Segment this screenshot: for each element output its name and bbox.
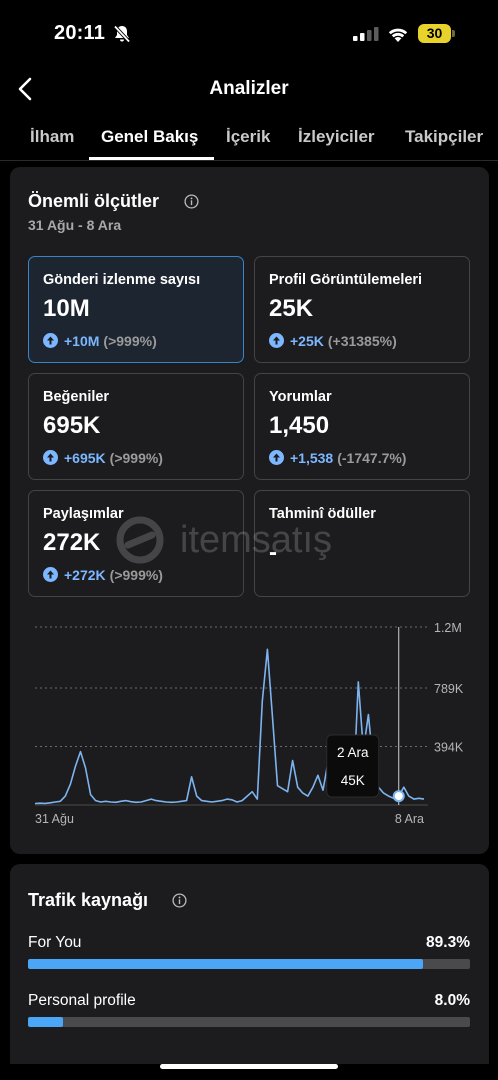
metric-value: 272K (43, 529, 101, 556)
metric-label: Yorumlar (269, 389, 332, 405)
traffic-source-title: Trafik kaynağı (28, 890, 149, 910)
chart-x-tick-label: 31 Ağu (35, 812, 74, 826)
metric-card-profile-views[interactable]: Profil Görüntülemeleri 25K +25K (+31385%) (254, 256, 470, 363)
status-time: 20:11 (54, 22, 106, 44)
traffic-source-name: Personal profile (28, 992, 136, 1009)
home-indicator (160, 1064, 338, 1069)
metric-card-comments[interactable]: Yorumlar 1,450 +1,538 (-1747.7%) (254, 373, 470, 480)
traffic-progress-fill (28, 959, 423, 969)
traffic-source-name: For You (28, 934, 82, 951)
back-arrow-icon[interactable] (14, 76, 38, 102)
arrow-up-icon (43, 333, 58, 348)
metric-value: 695K (43, 412, 101, 439)
metric-delta: +25K (290, 333, 324, 349)
chart-selected-point (392, 790, 405, 803)
chart-tooltip (326, 734, 380, 798)
arrow-up-icon (43, 450, 58, 465)
nav-header: Analizler (0, 64, 498, 114)
traffic-progress-bar (28, 959, 470, 969)
metric-delta: +272K (64, 567, 106, 583)
metric-change: +272K (>999%) (43, 567, 163, 583)
chart-tooltip-date: 2 Ara (337, 745, 369, 760)
metric-delta: +1,538 (290, 450, 334, 466)
metric-label: Beğeniler (43, 389, 110, 405)
metric-change: +25K (+31385%) (269, 333, 397, 349)
key-metrics-panel: Önemli ölçütler 31 Ağu - 8 Ara Gönderi i… (10, 167, 489, 854)
active-tab-indicator (89, 157, 214, 160)
tab-ilham[interactable]: İlham (30, 127, 75, 146)
metric-label: Profil Görüntülemeleri (269, 272, 423, 288)
chart-y-tick-label: 1.2M (434, 621, 462, 635)
battery-level: 30 (426, 25, 443, 41)
cellular-signal-icon (353, 27, 379, 41)
traffic-source-percent: 89.3% (426, 934, 470, 951)
tab-bar: İlham Genel Bakış İçerik İzleyiciler Tak… (0, 114, 498, 161)
watermark-text: itemsatış (180, 519, 332, 561)
metric-change: +1,538 (-1747.7%) (269, 450, 406, 466)
traffic-source-panel: Trafik kaynağı For You 89.3% Personal pr… (10, 864, 489, 1064)
metric-card-likes[interactable]: Beğeniler 695K +695K (>999%) (28, 373, 244, 480)
bell-muted-icon (113, 25, 131, 43)
metric-percent: (>999%) (103, 333, 157, 349)
metric-change: +10M (>999%) (43, 333, 157, 349)
metric-label: Paylaşımlar (43, 506, 124, 522)
chart-y-tick-label: 394K (434, 741, 464, 755)
tab-icerik[interactable]: İçerik (226, 127, 271, 146)
tab-genel-bakis[interactable]: Genel Bakış (101, 127, 199, 146)
metric-value: 10M (43, 295, 90, 322)
metric-label: Tahminî ödüller (269, 506, 376, 522)
metric-delta: +695K (64, 450, 106, 466)
views-line-chart[interactable]: 1.2M 789K 394K 2 Ara 45K 31 Ağu 8 Ara (10, 607, 489, 837)
chart-tooltip-value: 45K (341, 773, 365, 788)
metric-delta: +10M (64, 333, 100, 349)
metric-card-shares[interactable]: Paylaşımlar 272K +272K (>999%) (28, 490, 244, 597)
metric-value: - (269, 539, 277, 566)
metric-card-post-views[interactable]: Gönderi izlenme sayısı 10M +10M (>999%) (28, 256, 244, 363)
metric-change: +695K (>999%) (43, 450, 163, 466)
traffic-progress-bar (28, 1017, 470, 1027)
chart-y-tick-label: 789K (434, 682, 464, 696)
metric-value: 1,450 (269, 412, 330, 439)
status-bar: 20:11 30 (0, 0, 498, 64)
watermark-logo: itemsatış (116, 516, 332, 564)
battery-icon: 30 (418, 24, 456, 43)
arrow-up-icon (269, 450, 284, 465)
chart-x-tick-label: 8 Ara (395, 812, 424, 826)
tab-takipciler[interactable]: Takipçiler (405, 127, 484, 146)
key-metrics-title: Önemli ölçütler (28, 191, 160, 211)
metric-percent: (>999%) (109, 567, 163, 583)
metric-percent: (+31385%) (327, 333, 397, 349)
metric-percent: (-1747.7%) (337, 450, 407, 466)
traffic-progress-fill (28, 1017, 64, 1027)
page-title: Analizler (209, 78, 289, 99)
date-range: 31 Ağu - 8 Ara (28, 217, 122, 233)
metric-percent: (>999%) (109, 450, 163, 466)
metric-card-estimated-rewards[interactable]: Tahminî ödüller - (254, 490, 470, 597)
wifi-icon (388, 28, 408, 42)
chart-series-line (34, 648, 425, 805)
info-icon[interactable] (184, 194, 199, 209)
info-icon[interactable] (172, 893, 187, 908)
arrow-up-icon (269, 333, 284, 348)
metric-value: 25K (269, 295, 314, 322)
traffic-source-percent: 8.0% (434, 992, 470, 1009)
metric-label: Gönderi izlenme sayısı (43, 272, 201, 288)
arrow-up-icon (43, 567, 58, 582)
tab-izleyiciler[interactable]: İzleyiciler (298, 127, 375, 146)
